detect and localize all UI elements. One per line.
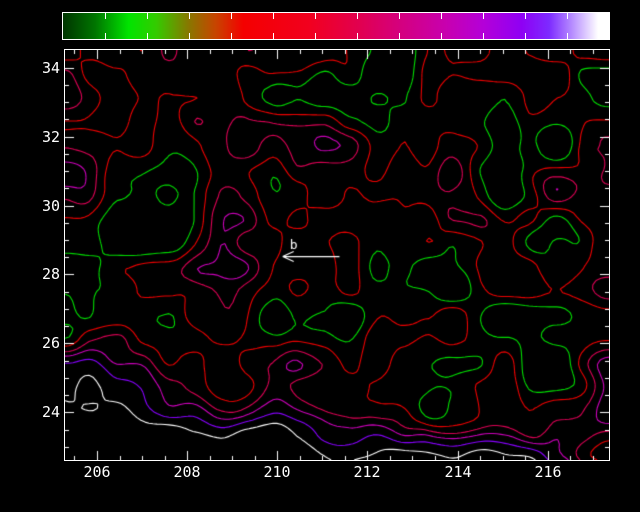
- colorbar-tick: [273, 13, 274, 19]
- colorbar-tick: [567, 13, 568, 19]
- colorbar: [62, 12, 610, 40]
- colorbar-tick: [315, 33, 316, 39]
- colorbar-tick: [231, 33, 232, 39]
- x-tick-label: 214: [444, 463, 472, 481]
- x-tick-label: 210: [263, 463, 291, 481]
- colorbar-tick: [147, 13, 148, 19]
- colorbar-tick: [525, 13, 526, 19]
- y-tick-label: 28: [41, 265, 60, 283]
- colorbar-tick: [567, 33, 568, 39]
- x-tick-label: 206: [83, 463, 111, 481]
- colorbar-tick: [483, 13, 484, 19]
- plot-frame: [64, 49, 610, 461]
- colorbar-tick: [483, 33, 484, 39]
- colorbar-tick: [105, 33, 106, 39]
- colorbar-tick: [105, 13, 106, 19]
- colorbar-tick: [273, 33, 274, 39]
- colorbar-tick: [189, 13, 190, 19]
- x-tick-label: 208: [173, 463, 201, 481]
- colorbar-tick: [399, 33, 400, 39]
- colorbar-tick: [441, 13, 442, 19]
- colorbar-tick: [441, 33, 442, 39]
- x-tick-label: 216: [534, 463, 562, 481]
- y-tick-label: 34: [41, 59, 60, 77]
- colorbar-tick: [399, 13, 400, 19]
- contour-canvas: [65, 50, 609, 460]
- x-tick-label: 212: [353, 463, 381, 481]
- y-tick-label: 30: [41, 197, 60, 215]
- y-tick-label: 32: [41, 128, 60, 146]
- colorbar-tick: [315, 13, 316, 19]
- y-tick-label: 24: [41, 403, 60, 421]
- colorbar-tick: [231, 13, 232, 19]
- y-tick-label: 26: [41, 334, 60, 352]
- colorbar-tick: [357, 13, 358, 19]
- colorbar-tick: [357, 33, 358, 39]
- colorbar-tick: [525, 33, 526, 39]
- colorbar-tick: [189, 33, 190, 39]
- colorbar-tick: [147, 33, 148, 39]
